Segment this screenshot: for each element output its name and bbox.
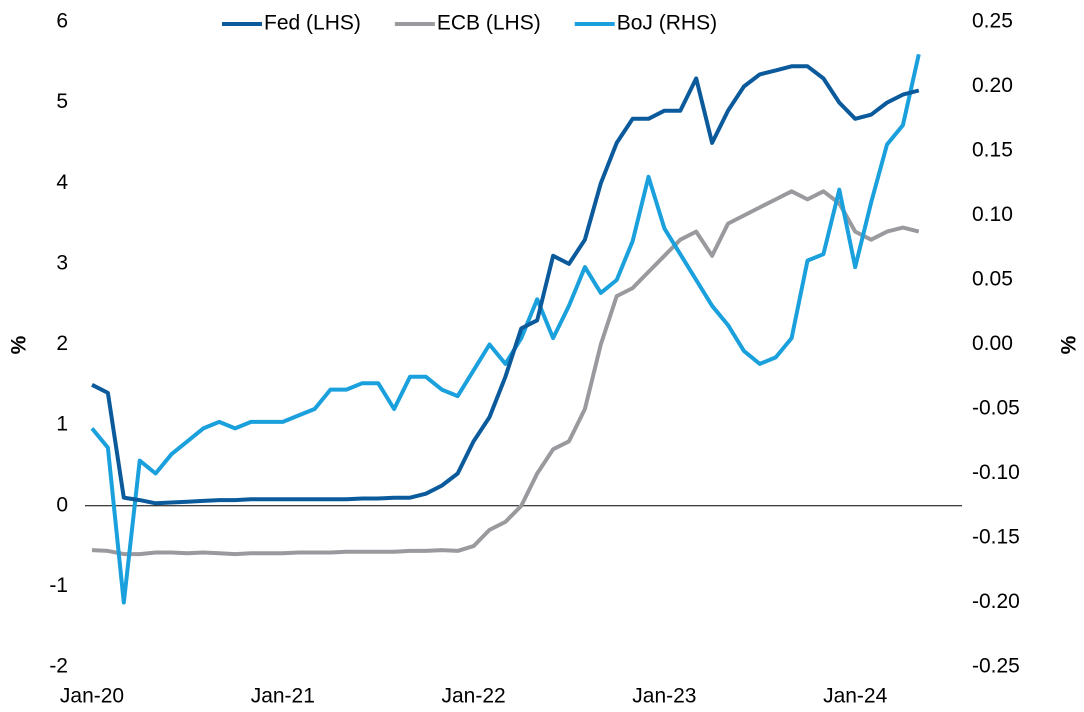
legend-label: Fed (LHS): [264, 12, 361, 35]
y2-tick-label: 0.00: [972, 332, 1013, 355]
y2-axis-label: %: [1058, 335, 1081, 354]
y2-tick-label: 0.20: [972, 74, 1013, 97]
x-tick-label: Jan-23: [632, 685, 696, 708]
series-line: [91, 189, 920, 557]
y2-tick-label: -0.25: [972, 655, 1020, 678]
x-tick-label: Jan-20: [60, 685, 124, 708]
y2-tick-label: -0.15: [972, 526, 1020, 549]
y2-tick-label: 0.05: [972, 268, 1013, 291]
x-tick-label: Jan-24: [823, 685, 888, 708]
x-tick-label: Jan-22: [441, 685, 505, 708]
y-axis-label: %: [8, 335, 31, 354]
y2-tick-label: -0.05: [972, 397, 1020, 420]
y2-tick-label: 0.10: [972, 203, 1013, 226]
y-tick-label: 2: [56, 332, 68, 355]
legend-label: BoJ (RHS): [617, 12, 717, 35]
y2-tick-label: -0.10: [972, 461, 1020, 484]
x-tick-label: Jan-21: [251, 685, 315, 708]
y-tick-label: 1: [56, 413, 68, 436]
y2-tick-label: 0.15: [972, 139, 1013, 162]
y2-tick-label: 0.25: [972, 10, 1013, 33]
y-tick-label: -1: [49, 574, 68, 597]
y-tick-label: 3: [56, 251, 68, 274]
y-tick-label: 4: [56, 171, 68, 194]
y-tick-label: -2: [49, 655, 68, 678]
y2-tick-label: -0.20: [972, 590, 1020, 613]
legend-label: ECB (LHS): [437, 12, 541, 35]
y-tick-label: 0: [56, 493, 68, 516]
series-line: [91, 64, 920, 506]
y-tick-label: 6: [56, 10, 68, 33]
y-tick-label: 5: [56, 90, 68, 113]
series-line: [90, 53, 921, 605]
